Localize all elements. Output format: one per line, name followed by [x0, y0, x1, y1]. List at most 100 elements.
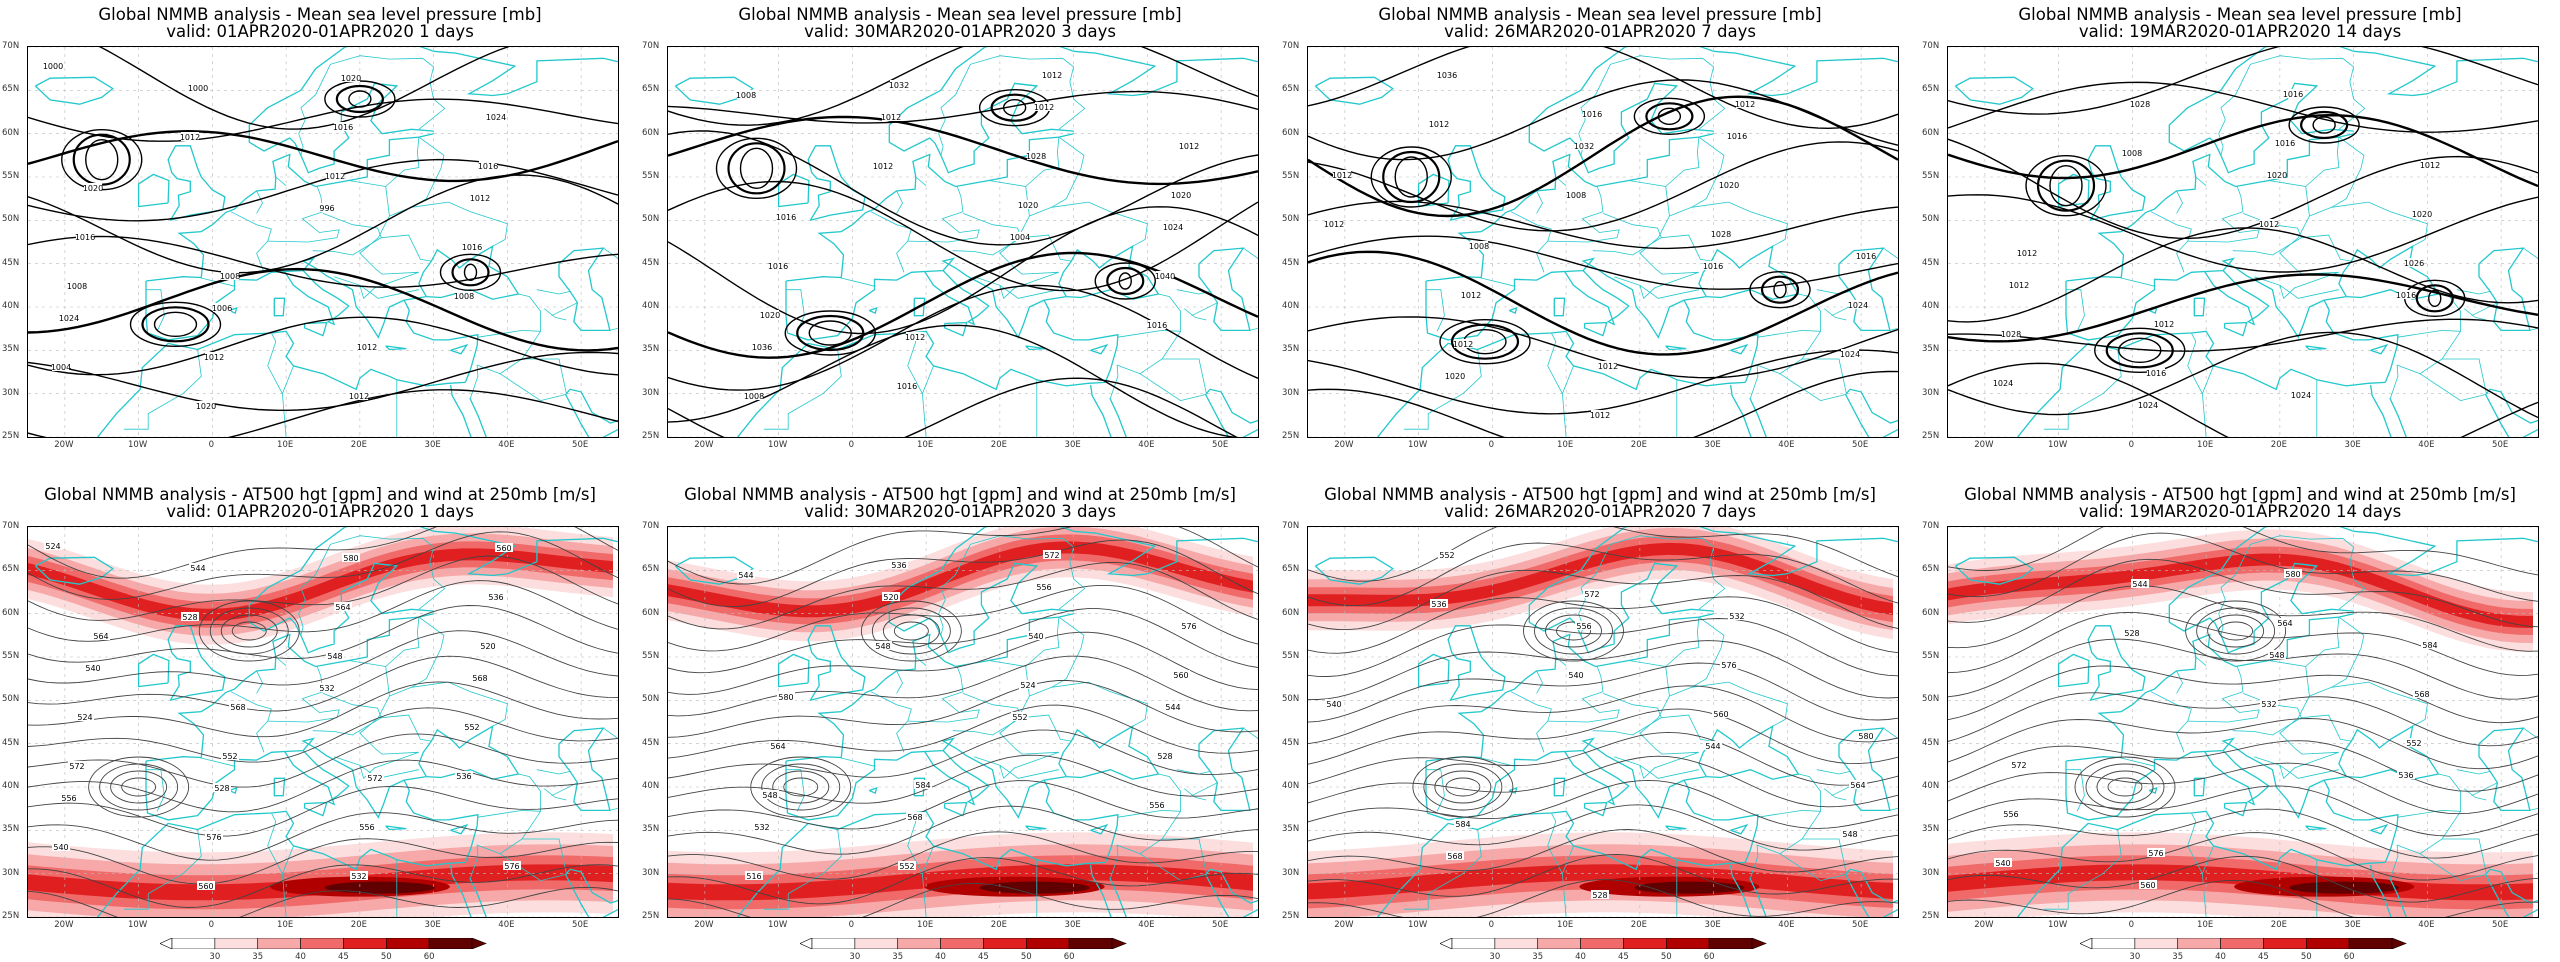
colorbar: [800, 938, 1127, 949]
colorbar-tick-label: 50: [2300, 952, 2312, 962]
contour-label: 548: [875, 642, 890, 651]
lon-tick-label: 0: [1488, 440, 1495, 450]
lon-tick-label: 10W: [1408, 440, 1428, 450]
colorbar-swatch: [2177, 938, 2221, 949]
lon-tick-label: 50E: [1212, 440, 1229, 450]
isoline: [2428, 289, 2442, 308]
contour-label: 564: [335, 603, 350, 612]
lon-tick-label: 20W: [1974, 440, 1994, 450]
contour-label: 556: [1149, 801, 1164, 810]
contour-label: 1000: [188, 84, 208, 93]
isoline: [2185, 600, 2287, 662]
lat-tick-label: 25N: [2, 911, 20, 921]
contour-label: 584: [2422, 641, 2437, 650]
isoline: [1948, 527, 2538, 576]
contour-label: 1024: [59, 314, 79, 323]
colorbar-swatch: [1708, 938, 1753, 949]
lat-tick-label: 50N: [2, 214, 20, 225]
contour-label: 580: [343, 554, 358, 563]
isoline: [2049, 164, 2083, 207]
contour-label: 1006: [212, 304, 232, 313]
contour-label: 564: [1850, 781, 1865, 790]
panel-title: Global NMMB analysis - AT500 hgt [gpm] a…: [684, 485, 1236, 504]
contour-label: 1024: [486, 113, 506, 122]
lat-tick-label: 60N: [1922, 607, 1940, 618]
lon-tick-label: 40E: [1778, 920, 1795, 930]
colorbar-swatch: [1068, 938, 1113, 949]
contour-label: 1016: [2275, 139, 2295, 148]
contour-label: 1024: [1163, 223, 1183, 232]
lon-tick-label: 50E: [1852, 440, 1869, 450]
lat-tick-label: 40N: [1922, 781, 1940, 791]
lat-tick-label: 40N: [642, 301, 660, 311]
contour-label: 1012: [1034, 103, 1054, 112]
colorbar-swatch: [2220, 938, 2264, 949]
lat-tick-label: 45N: [2, 737, 20, 748]
lat-tick-label: 40N: [1922, 301, 1940, 311]
lat-tick-label: 55N: [642, 651, 660, 661]
contour-label: 568: [907, 813, 922, 822]
isoline: [2036, 159, 2096, 212]
contour-label: 528: [182, 613, 197, 622]
isoline: [1948, 740, 2538, 792]
contour-label: 1012: [905, 333, 925, 342]
map-area: 528 532 536 540 544 548 552 556 560 564 568 572 576 5…: [1947, 526, 2539, 918]
colorbar-tick-label: 60: [1063, 952, 1075, 962]
colorbar-swatch: [343, 938, 387, 949]
isolines: [28, 47, 618, 437]
isoline: [2094, 327, 2186, 374]
isoline: [153, 311, 198, 338]
colorbar-tick-label: 45: [1618, 952, 1629, 962]
lat-tick-label: 45N: [642, 737, 660, 748]
colorbar-swatch: [940, 938, 984, 949]
lat-tick-label: 55N: [1282, 651, 1300, 661]
isoline: [2300, 110, 2349, 140]
contour-label: 540: [1568, 671, 1583, 680]
colorbar-tick-label: 50: [1660, 952, 1672, 962]
contour-label: 576: [1181, 622, 1196, 631]
lon-tick-label: 10E: [1557, 920, 1574, 930]
isoline: [1948, 331, 2538, 419]
panel-title: Global NMMB analysis - AT500 hgt [gpm] a…: [1324, 485, 1876, 504]
isoline: [2196, 607, 2276, 655]
isoline: [1308, 141, 1898, 232]
lat-tick-label: 50N: [2, 694, 20, 705]
contour-label: 1012: [1590, 411, 1610, 420]
lat-tick-label: 40N: [2, 301, 20, 311]
lon-tick-label: 20E: [2270, 440, 2287, 450]
colorbar-tick-label: 45: [2258, 952, 2269, 962]
lon-tick-label: 0: [848, 920, 855, 930]
isoline: [28, 267, 618, 352]
isoline: [1545, 614, 1602, 648]
contour-label: 548: [327, 652, 342, 661]
isoline: [668, 608, 1258, 674]
isoline: [1308, 316, 1898, 379]
isoline: [1948, 113, 2538, 188]
lon-tick-label: 10E: [277, 920, 294, 930]
isoline: [335, 84, 384, 114]
lat-tick-label: 35N: [642, 344, 660, 355]
isoline: [668, 729, 1258, 779]
lon-tick-label: 40E: [2418, 920, 2435, 930]
contour-label: 564: [2277, 619, 2292, 628]
colorbar-tick-label: 40: [935, 952, 946, 962]
lat-tick-label: 50N: [1922, 214, 1940, 225]
map-area: 1012 1008 1016 1024 1036 1032 1028 1024 1020 1016…: [1307, 46, 1899, 438]
contour-label: 552: [899, 862, 914, 871]
isoline: [1948, 808, 2538, 859]
contour-label: 560: [1713, 710, 1728, 719]
contour-label: 1008: [736, 91, 756, 100]
lat-tick-label: 60N: [2, 607, 20, 618]
graticule: [28, 47, 618, 437]
lat-tick-label: 70N: [2, 521, 20, 531]
colorbar-swatch: [214, 938, 259, 949]
lon-tick-label: 20W: [694, 440, 714, 450]
contour-label: 1012: [1324, 220, 1344, 229]
lat-tick-label: 50N: [642, 214, 660, 225]
panel-valid-period: valid: 26MAR2020-01APR2020 7 days: [1444, 502, 1756, 521]
contour-label: 532: [319, 684, 334, 693]
lat-tick-label: 45N: [1282, 257, 1300, 268]
isoline: [668, 377, 1238, 437]
lat-tick-label: 50N: [1282, 694, 1300, 705]
isoline: [808, 320, 852, 346]
